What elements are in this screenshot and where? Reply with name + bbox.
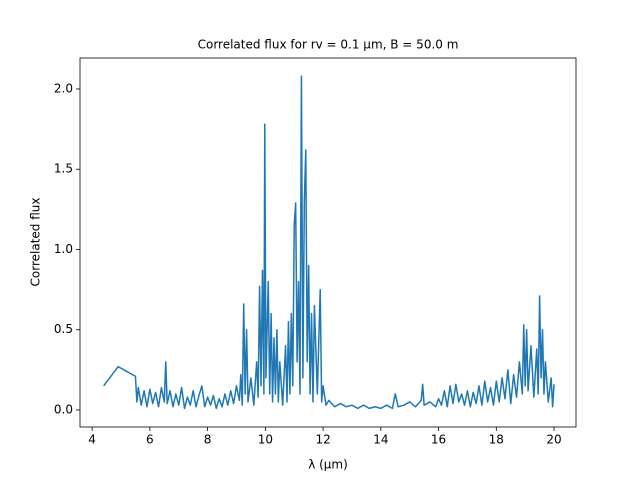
- x-tick-label: 10: [258, 433, 273, 447]
- y-tick-label: 0.0: [54, 402, 73, 416]
- y-tick-label: 1.0: [54, 242, 73, 256]
- x-tick-label: 12: [315, 433, 330, 447]
- axes-frame: [79, 57, 577, 428]
- y-tick-label: 0.5: [54, 322, 73, 336]
- y-tick-label: 2.0: [54, 81, 73, 95]
- x-axis-label: λ (μm): [308, 458, 348, 472]
- x-tick-label: 18: [489, 433, 504, 447]
- x-tick-label: 20: [546, 433, 561, 447]
- data-line: [103, 75, 555, 410]
- x-tick-label: 6: [146, 433, 154, 447]
- x-tick-label: 16: [431, 433, 446, 447]
- x-tick-label: 14: [373, 433, 388, 447]
- y-tick-label: 1.5: [54, 162, 73, 176]
- x-tick-label: 4: [88, 433, 96, 447]
- x-tick-label: 8: [204, 433, 212, 447]
- chart-title: Correlated flux for rv = 0.1 μm, B = 50.…: [198, 38, 459, 52]
- y-axis-label: Correlated flux: [29, 198, 43, 287]
